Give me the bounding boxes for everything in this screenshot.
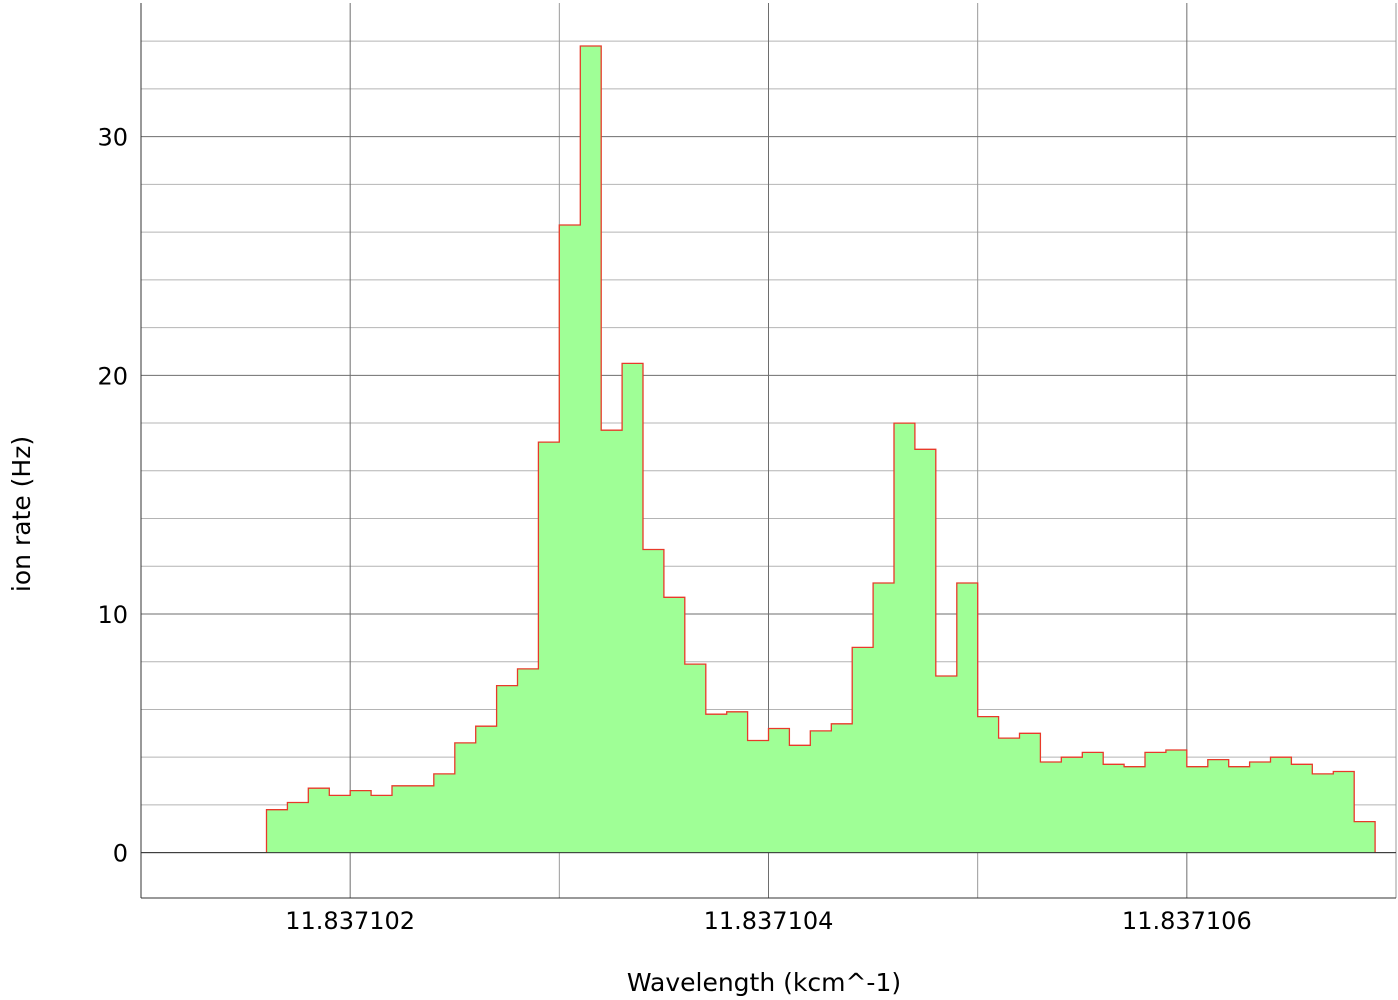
y-tick-label: 0: [113, 840, 128, 868]
series-fill: [266, 46, 1376, 853]
x-tick-label: 11.837104: [704, 907, 834, 935]
x-tick-label: 11.837106: [1122, 907, 1252, 935]
tick-labels: 11.837102 11.837104 11.837106 0 10 20 30: [97, 124, 1251, 935]
series-area: [141, 45, 1396, 854]
y-tick-label: 30: [97, 124, 128, 152]
x-axis-title: Wavelength (kcm^-1): [627, 968, 901, 997]
y-tick-label: 20: [97, 362, 128, 390]
y-axis-title: ion rate (Hz): [7, 436, 36, 592]
axes: [140, 3, 1396, 899]
y-tick-label: 10: [97, 601, 128, 629]
x-tick-label: 11.837102: [285, 907, 415, 935]
series-step-line: [265, 45, 1376, 853]
